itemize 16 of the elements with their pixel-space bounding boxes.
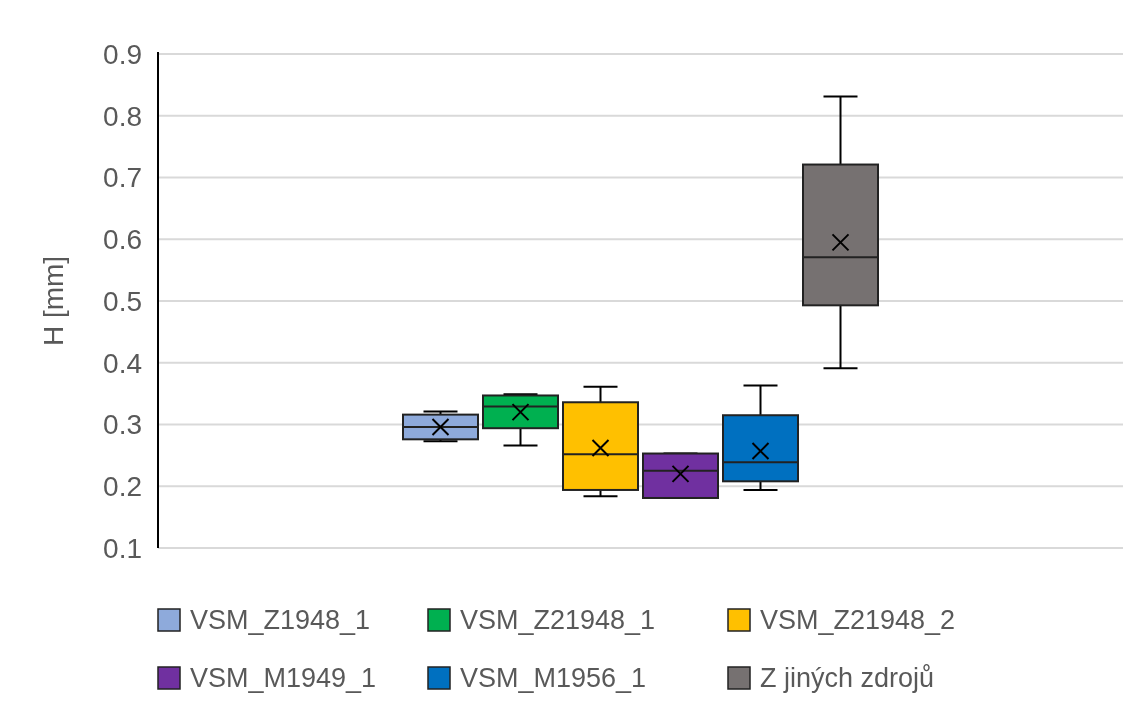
legend-label: VSM_Z21948_2 bbox=[760, 605, 956, 636]
y-axis-title: H [mm] bbox=[38, 255, 69, 347]
y-tick-label: 0.4 bbox=[103, 347, 142, 379]
y-tick-label: 0.8 bbox=[103, 100, 142, 132]
y-tick-label: 0.2 bbox=[103, 471, 142, 503]
y-tick-label: 0.7 bbox=[103, 162, 142, 194]
legend-label: VSM_M1956_1 bbox=[460, 663, 647, 694]
y-tick-label: 0.9 bbox=[103, 38, 142, 70]
y-tick-label: 0.6 bbox=[103, 224, 142, 256]
legend-label: VSM_Z1948_1 bbox=[190, 605, 371, 636]
y-tick-label: 0.5 bbox=[103, 285, 142, 317]
legend-label: Z jiných zdrojů bbox=[760, 663, 935, 694]
y-tick-label: 0.3 bbox=[103, 409, 142, 441]
legend-label: VSM_M1949_1 bbox=[190, 663, 377, 694]
y-tick-label: 0.1 bbox=[103, 532, 142, 564]
legend-label: VSM_Z21948_1 bbox=[460, 605, 656, 636]
